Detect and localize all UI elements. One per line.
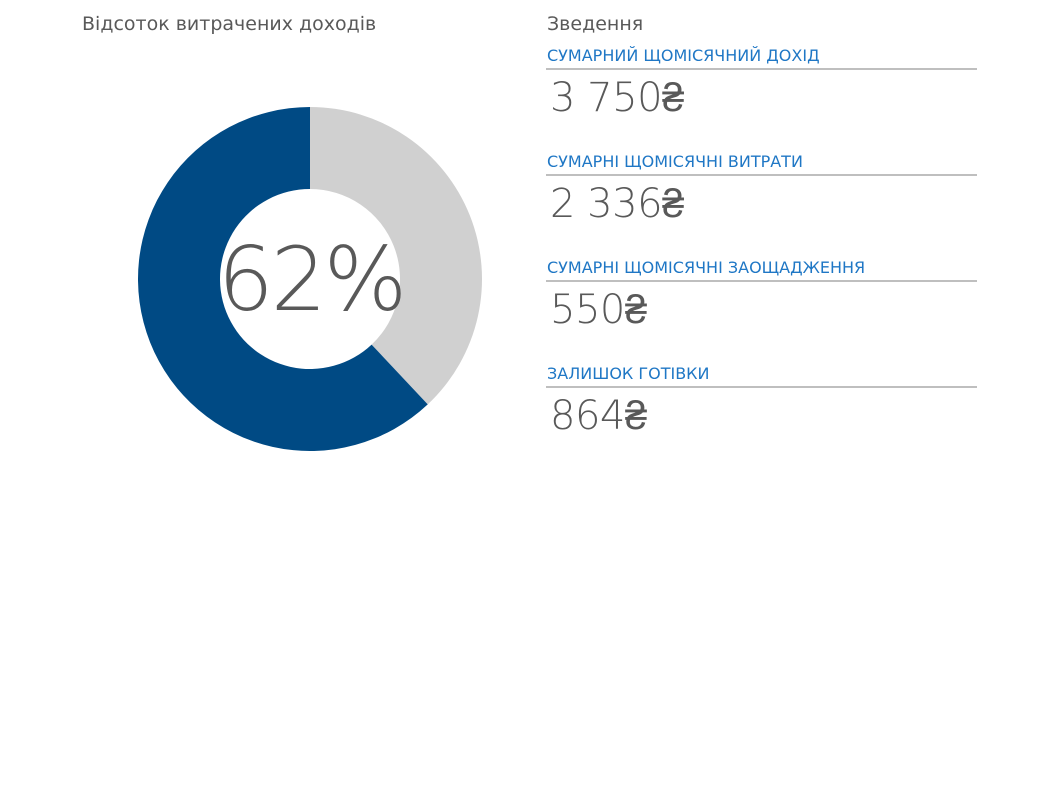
divider — [546, 386, 977, 388]
summary-value-total-savings: 550₴ — [550, 287, 647, 333]
summary-label-total-savings: СУМАРНІ ЩОМІСЯЧНІ ЗАОЩАДЖЕННЯ — [547, 258, 866, 277]
divider — [546, 174, 977, 176]
summary-item-total-income: СУМАРНИЙ ЩОМІСЯЧНИЙ ДОХІД 3 750₴ — [546, 45, 977, 121]
summary-item-cash-balance: ЗАЛИШОК ГОТІВКИ 864₴ — [546, 363, 977, 439]
summary-value-cash-balance: 864₴ — [550, 393, 647, 439]
chart-title: Відсоток витрачених доходів — [82, 13, 377, 35]
summary-value-total-expenses: 2 336₴ — [550, 181, 684, 227]
divider — [546, 280, 977, 282]
donut-chart — [138, 107, 482, 451]
summary-item-total-expenses: СУМАРНІ ЩОМІСЯЧНІ ВИТРАТИ 2 336₴ — [546, 151, 977, 227]
summary-title: Зведення — [547, 13, 644, 35]
summary-label-cash-balance: ЗАЛИШОК ГОТІВКИ — [547, 364, 710, 383]
divider — [546, 68, 977, 70]
summary-item-total-savings: СУМАРНІ ЩОМІСЯЧНІ ЗАОЩАДЖЕННЯ 550₴ — [546, 257, 977, 333]
summary-label-total-income: СУМАРНИЙ ЩОМІСЯЧНИЙ ДОХІД — [547, 46, 820, 65]
donut-slice-spent — [138, 107, 428, 451]
summary-value-total-income: 3 750₴ — [550, 75, 684, 121]
donut-slice-remaining — [310, 107, 482, 405]
summary-label-total-expenses: СУМАРНІ ЩОМІСЯЧНІ ВИТРАТИ — [547, 152, 803, 171]
